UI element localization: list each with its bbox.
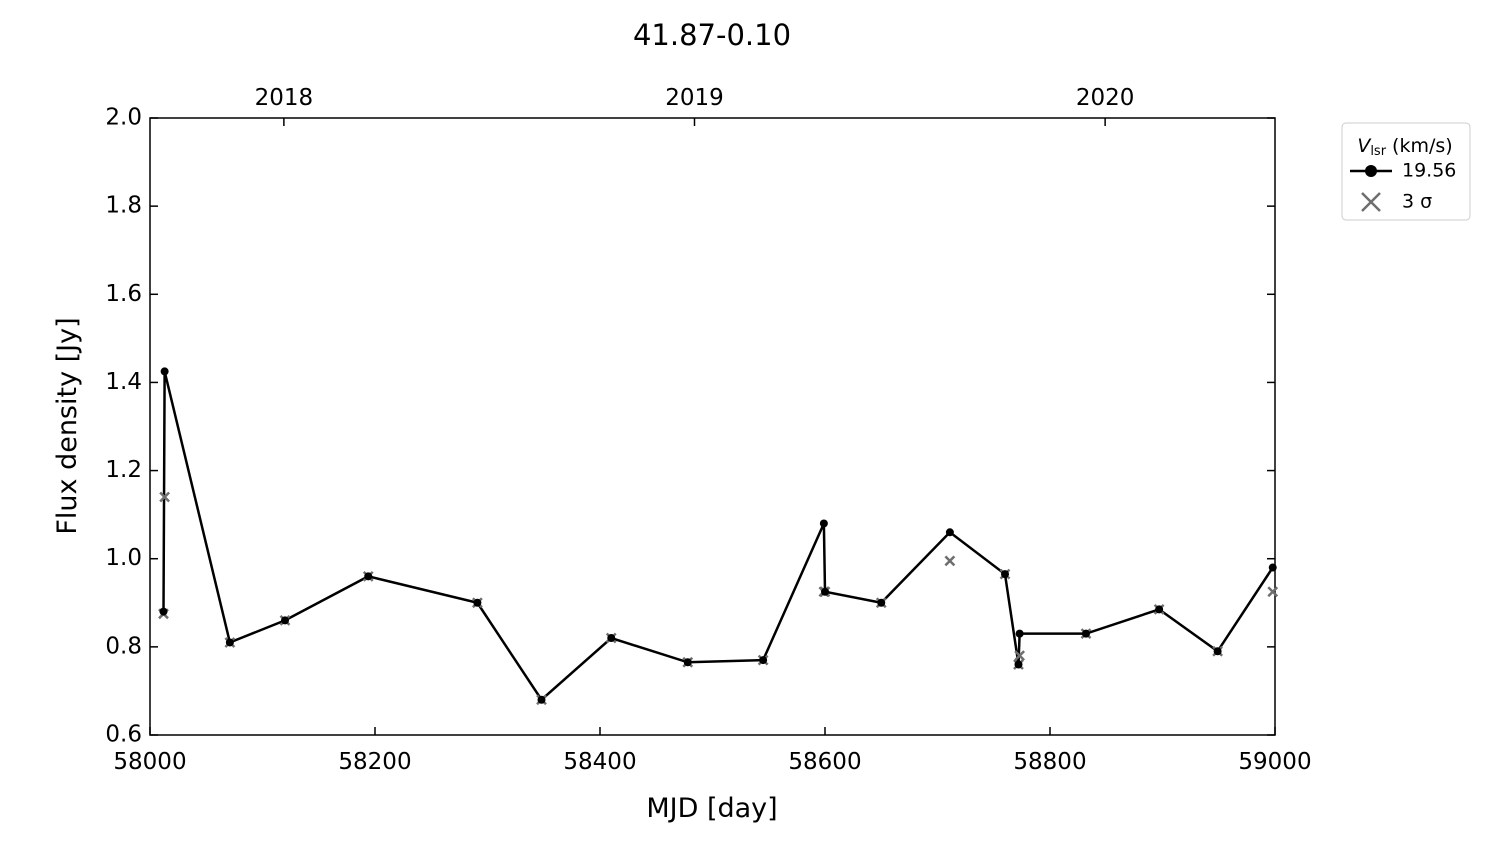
point (364, 572, 373, 581)
y-tick-label: 0.6 (105, 722, 142, 748)
point (1015, 629, 1024, 638)
x-marker (1267, 586, 1279, 598)
point (281, 616, 289, 625)
point (1268, 563, 1277, 572)
point (1155, 605, 1164, 614)
x-tick-label: 58600 (788, 749, 861, 775)
y-tick-label: 2.0 (105, 105, 142, 131)
point (607, 634, 616, 643)
x-marker (159, 491, 171, 503)
x-tick-label: 59000 (1238, 749, 1311, 775)
legend: Vlsr (km/s) 19.56 3 σ (1341, 122, 1471, 221)
y-tick-label: 1.2 (105, 457, 142, 483)
x2-tick-label: 2020 (1076, 85, 1135, 111)
point (159, 607, 168, 616)
y-tick-label: 1.0 (105, 545, 142, 571)
legend-label: 19.56 (1402, 160, 1456, 182)
legend-title: Vlsr (km/s) (1357, 135, 1452, 159)
x-marker (944, 555, 956, 567)
point (683, 658, 692, 667)
y-axis-label: Flux density [Jy] (52, 317, 83, 534)
chart-title: 41.87-0.10 (633, 18, 791, 52)
x-tick-label: 58000 (113, 749, 186, 775)
point (1001, 570, 1009, 579)
point (1014, 660, 1023, 669)
point (945, 528, 954, 537)
point (473, 598, 482, 607)
legend-label: 3 σ (1402, 191, 1432, 213)
x2-tick-label: 2018 (255, 85, 314, 111)
legend-marker (1365, 165, 1377, 177)
point (759, 656, 768, 665)
point (819, 519, 828, 528)
y-tick-label: 1.8 (105, 193, 142, 219)
x2-tick-label: 2019 (665, 85, 724, 111)
x-tick-label: 58800 (1013, 749, 1086, 775)
point (877, 598, 886, 607)
point (160, 367, 169, 376)
legend-marker (1361, 192, 1381, 212)
x-axis-label: MJD [day] (646, 793, 777, 824)
x-tick-label: 58400 (563, 749, 636, 775)
point (821, 587, 829, 596)
plot-frame (149, 117, 1276, 736)
point (225, 638, 234, 647)
point (1213, 647, 1222, 656)
line (162, 371, 1274, 702)
y-tick-label: 1.4 (105, 369, 142, 395)
x-tick-label: 58200 (338, 749, 411, 775)
x-marker (1014, 650, 1026, 662)
point (1082, 629, 1090, 638)
y-tick-label: 1.6 (105, 281, 142, 307)
legend-box (1341, 122, 1471, 221)
y-tick-label: 0.8 (105, 633, 142, 659)
point (537, 695, 546, 704)
